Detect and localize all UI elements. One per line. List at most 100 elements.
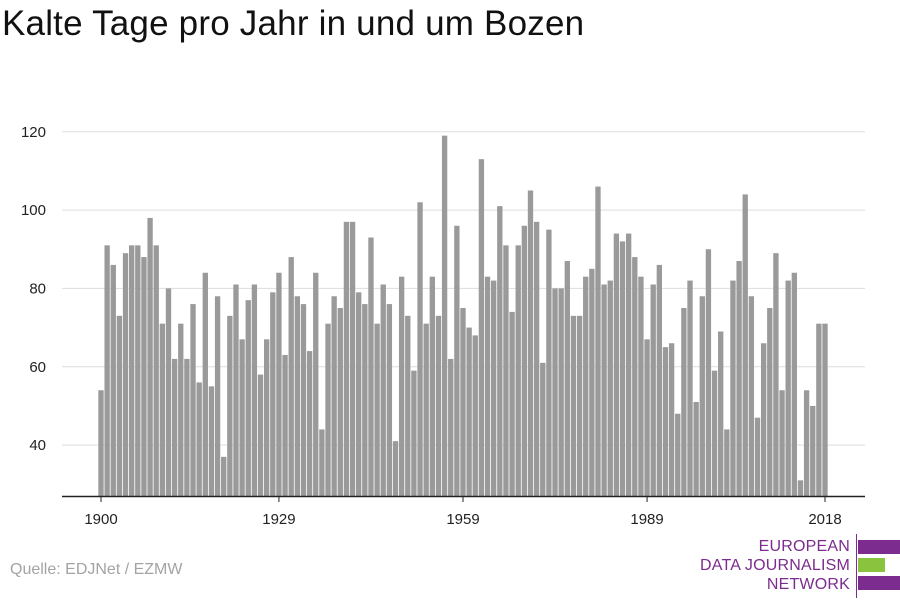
bar-1952 [417,202,423,496]
bar-1967 [509,311,515,496]
bar-1966 [503,245,509,496]
bar-1993 [668,343,675,496]
bar-1902 [110,264,116,496]
bar-2011 [779,390,785,496]
bar-1973 [546,229,552,496]
bar-1929 [276,272,282,496]
bar-1986 [625,233,632,497]
bar-2006 [748,296,755,496]
y-tick-label-120: 120 [21,124,46,141]
bar-1931 [288,257,294,496]
bar-2009 [767,308,773,496]
bar-1939 [337,308,343,496]
bar-2015 [803,390,810,496]
bar-1920 [221,456,227,496]
bar-1907 [141,257,147,496]
bar-1951 [411,370,417,496]
bar-1933 [300,304,307,496]
bar-1976 [564,261,570,496]
bar-1936 [319,429,325,496]
bar-1955 [435,315,442,496]
logo-line-2: DATA JOURNALISM [700,557,850,574]
logo-divider [856,534,857,598]
bar-1916 [196,382,202,496]
bar-1958 [454,225,460,496]
bar-1908 [147,217,153,496]
bar-1932 [294,296,301,496]
bar-1914 [184,358,190,496]
bar-1950 [405,315,411,496]
x-axis-ticks: 1900 1929 1959 1989 2018 [84,496,842,528]
bar-1944 [368,237,374,496]
bar-2002 [724,429,730,496]
bar-1984 [613,233,620,497]
bar-1946 [380,284,386,496]
bar-1971 [533,221,540,497]
bar-1985 [619,241,626,496]
bars [98,135,828,497]
bar-1999 [705,249,712,496]
bar-2004 [736,261,742,496]
bar-1927 [263,339,270,496]
bar-1945 [374,323,380,496]
bar-1906 [135,245,141,496]
bar-1996 [687,280,693,496]
bar-1994 [675,413,681,496]
bar-1981 [595,186,601,497]
bar-1904 [122,253,129,496]
bar-1962 [478,159,485,496]
bar-1935 [313,272,319,496]
y-tick-label-100: 100 [21,202,46,219]
bar-1901 [104,245,110,496]
bar-1978 [576,315,583,496]
bar-1964 [491,280,497,496]
bar-1919 [214,296,221,496]
y-tick-label-80: 80 [29,280,46,297]
bar-2008 [760,343,767,496]
x-tick-label-2018: 2018 [808,511,841,528]
bar-2003 [730,280,736,496]
bar-1956 [441,135,448,496]
bar-1903 [116,315,123,496]
bar-1965 [497,206,503,496]
bar-1954 [429,276,435,496]
bar-1948 [392,441,399,496]
bar-2010 [773,253,779,496]
bar-1969 [521,225,528,496]
bar-1900 [98,390,104,496]
bar-1987 [632,257,638,496]
bar-1918 [208,386,215,496]
bar-1912 [171,358,178,496]
edjnet-logo: EUROPEAN DATA JOURNALISM NETWORK [700,532,900,600]
bar-1915 [190,304,196,496]
bar-1923 [239,339,245,496]
bar-1998 [699,296,705,496]
bar-1953 [423,323,429,496]
bar-1947 [386,304,393,496]
bar-1970 [527,190,534,496]
bar-1911 [165,288,172,496]
bar-2001 [718,331,724,496]
bar-1928 [270,292,276,496]
bar-1957 [448,358,454,496]
bar-1937 [325,323,331,496]
bar-1917 [202,272,208,496]
bar-1921 [227,315,233,496]
bar-1992 [662,347,669,496]
bar-1983 [607,280,613,496]
source-note: Quelle: EDJNet / EZMW [10,561,183,578]
bar-2012 [785,280,791,496]
bar-2017 [816,323,822,496]
logo-bar-purple-bottom [858,576,900,590]
bar-1924 [245,300,251,496]
bar-1988 [638,276,644,496]
bar-1934 [306,351,313,496]
bar-1930 [282,355,288,496]
bar-1943 [362,304,368,496]
bar-1961 [472,335,478,496]
bar-1968 [515,245,521,496]
x-tick-label-1959: 1959 [446,511,479,528]
bar-2016 [810,405,816,496]
